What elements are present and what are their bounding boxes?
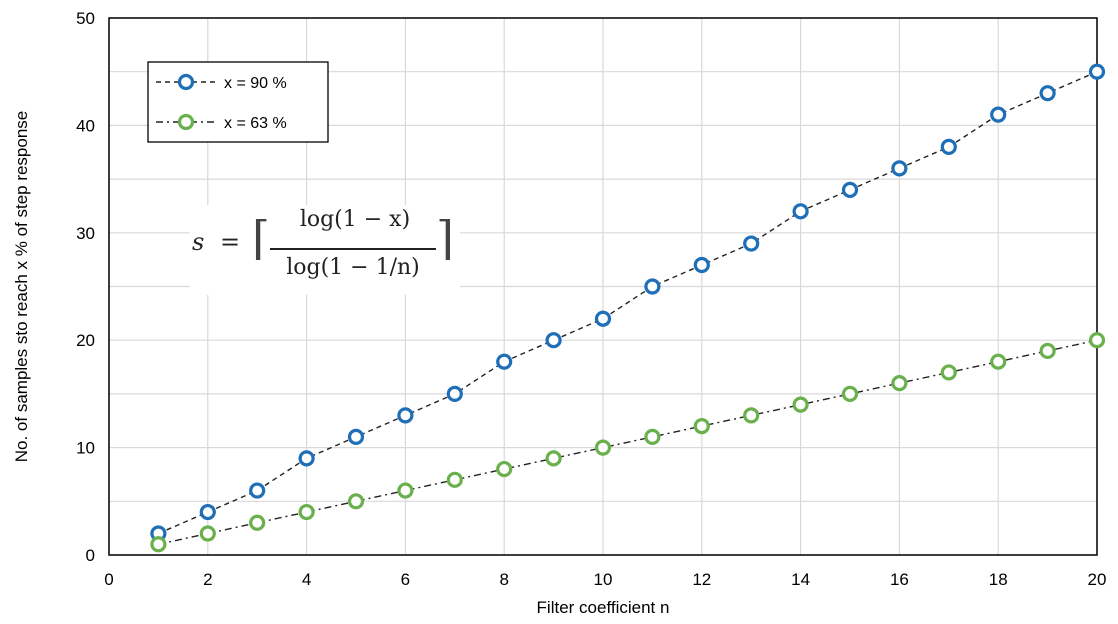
data-point xyxy=(150,536,167,553)
data-point xyxy=(545,332,562,349)
legend: x = 90 % x = 63 % xyxy=(147,61,329,143)
data-point xyxy=(990,106,1007,123)
data-point xyxy=(397,407,414,424)
x-tick-label: 2 xyxy=(203,570,212,589)
legend-box xyxy=(147,61,329,143)
data-point xyxy=(990,353,1007,370)
legend-label: x = 63 % xyxy=(224,115,287,132)
formula-numerator: log(1 − x) xyxy=(299,207,411,232)
data-point xyxy=(298,503,315,521)
formula-annotation: s = ⌈ log(1 − x) log(1 − 1/n) ⌉ xyxy=(190,205,460,295)
data-point xyxy=(644,278,661,295)
y-tick-labels: 0 10 20 30 40 50 xyxy=(76,9,95,565)
x-tick-labels: 0 2 4 6 8 10 12 14 16 18 20 xyxy=(104,570,1106,589)
data-point xyxy=(841,181,859,198)
data-point xyxy=(792,396,809,413)
data-point xyxy=(347,428,365,445)
y-axis-title: No. of samples sto reach x % of step res… xyxy=(12,111,31,463)
data-point xyxy=(1088,63,1106,80)
data-point xyxy=(249,514,266,531)
plot-frame xyxy=(108,17,1098,556)
data-point xyxy=(693,256,710,274)
x-tick-label: 20 xyxy=(1088,570,1107,589)
data-point xyxy=(891,160,908,177)
series-2 xyxy=(150,332,1106,553)
x-tick-label: 18 xyxy=(989,570,1008,589)
series-layer xyxy=(150,63,1106,553)
data-point xyxy=(199,525,216,542)
data-point xyxy=(496,460,513,478)
y-tick-label: 10 xyxy=(76,439,95,458)
formula-ceil-left: ⌈ xyxy=(252,211,270,265)
data-point xyxy=(397,482,414,499)
data-point xyxy=(594,310,612,327)
y-tick-label: 20 xyxy=(76,331,95,350)
x-tick-label: 12 xyxy=(692,570,711,589)
legend-swatch-marker xyxy=(177,113,195,131)
x-tick-label: 14 xyxy=(791,570,810,589)
data-point xyxy=(792,203,809,220)
legend-label: x = 90 % xyxy=(224,75,287,92)
data-point xyxy=(1088,332,1106,349)
series-1 xyxy=(150,63,1106,542)
legend-swatch-marker xyxy=(177,73,195,91)
y-tick-label: 50 xyxy=(76,9,95,28)
data-point xyxy=(891,375,908,392)
data-point xyxy=(446,471,463,488)
formula-equals: = xyxy=(220,228,241,256)
x-tick-label: 8 xyxy=(499,570,508,589)
data-point xyxy=(545,450,562,467)
series-line xyxy=(158,339,1098,545)
x-tick-label: 4 xyxy=(302,570,311,589)
x-tick-label: 0 xyxy=(104,570,113,589)
x-axis-title: Filter coefficient n xyxy=(537,598,670,617)
data-point xyxy=(743,407,760,424)
data-point xyxy=(644,428,661,445)
data-point xyxy=(693,418,710,435)
data-point xyxy=(940,364,957,381)
data-point xyxy=(199,503,216,521)
data-point xyxy=(1039,85,1056,102)
x-tick-label: 6 xyxy=(401,570,410,589)
y-tick-label: 30 xyxy=(76,224,95,243)
y-tick-label: 0 xyxy=(86,546,95,565)
y-tick-label: 40 xyxy=(76,116,95,135)
formula-ceil-right: ⌉ xyxy=(436,211,454,265)
data-point xyxy=(743,235,760,252)
x-tick-label: 10 xyxy=(594,570,613,589)
series-line xyxy=(158,71,1098,535)
formula-denominator: log(1 − 1/n) xyxy=(286,255,420,280)
data-point xyxy=(594,439,612,456)
data-point xyxy=(347,493,365,510)
formula-lhs: s xyxy=(192,228,205,256)
data-point xyxy=(940,138,957,155)
data-point xyxy=(841,385,859,402)
data-point xyxy=(1039,342,1056,360)
data-point xyxy=(496,353,513,370)
formula-fraction-bar xyxy=(270,248,436,250)
data-point xyxy=(298,450,315,467)
data-point xyxy=(446,385,463,402)
x-tick-label: 16 xyxy=(890,570,909,589)
data-point xyxy=(249,482,266,499)
